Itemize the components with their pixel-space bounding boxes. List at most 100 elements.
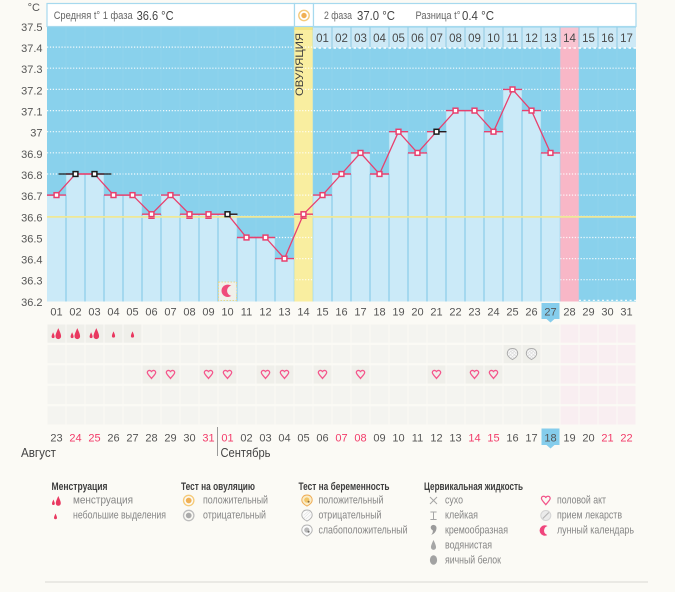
- svg-text:26: 26: [525, 307, 537, 319]
- svg-text:03: 03: [259, 433, 271, 445]
- svg-text:14: 14: [563, 33, 576, 45]
- svg-text:16: 16: [506, 433, 518, 445]
- svg-text:11: 11: [507, 33, 519, 45]
- svg-text:кремообразная: кремообразная: [445, 525, 508, 537]
- svg-text:17: 17: [354, 307, 366, 319]
- svg-text:04: 04: [107, 307, 119, 319]
- svg-text:10: 10: [487, 33, 500, 45]
- svg-text:12: 12: [430, 433, 442, 445]
- svg-text:13: 13: [544, 33, 557, 45]
- svg-text:25: 25: [506, 307, 518, 319]
- svg-text:36.9: 36.9: [21, 149, 42, 161]
- svg-text:23: 23: [50, 433, 62, 445]
- svg-text:2 фаза: 2 фаза: [324, 10, 353, 22]
- svg-text:36.4: 36.4: [21, 255, 42, 267]
- svg-text:06: 06: [145, 307, 157, 319]
- svg-text:02: 02: [335, 33, 348, 45]
- svg-text:сухо: сухо: [445, 495, 463, 507]
- svg-text:0.4 °C: 0.4 °C: [462, 8, 494, 23]
- svg-text:36.6: 36.6: [21, 212, 42, 224]
- svg-text:18: 18: [373, 307, 385, 319]
- svg-text:09: 09: [468, 33, 481, 45]
- svg-text:01: 01: [316, 33, 329, 45]
- svg-text:09: 09: [202, 307, 214, 319]
- svg-text:01: 01: [221, 433, 233, 445]
- svg-text:27: 27: [544, 307, 556, 319]
- svg-text:08: 08: [183, 307, 195, 319]
- svg-text:27: 27: [126, 433, 138, 445]
- svg-text:21: 21: [430, 307, 442, 319]
- svg-text:Тест на беременность: Тест на беременность: [299, 481, 390, 493]
- svg-text:28: 28: [563, 307, 575, 319]
- svg-text:36.3: 36.3: [21, 276, 42, 288]
- svg-text:25: 25: [88, 433, 100, 445]
- svg-text:26: 26: [107, 433, 119, 445]
- svg-text:19: 19: [392, 307, 404, 319]
- svg-text:05: 05: [126, 307, 138, 319]
- svg-text:Тест на овуляцию: Тест на овуляцию: [181, 481, 255, 493]
- svg-text:21: 21: [601, 433, 613, 445]
- svg-text:37.5: 37.5: [21, 22, 42, 34]
- svg-text:10: 10: [392, 433, 404, 445]
- svg-text:12: 12: [525, 33, 538, 45]
- svg-text:36.7: 36.7: [21, 191, 42, 203]
- svg-text:14: 14: [297, 307, 309, 319]
- svg-text:02: 02: [69, 307, 81, 319]
- svg-text:07: 07: [164, 307, 176, 319]
- svg-text:Сентябрь: Сентябрь: [221, 446, 271, 460]
- svg-text:06: 06: [411, 33, 424, 45]
- svg-text:24: 24: [487, 307, 499, 319]
- svg-text:15: 15: [316, 307, 328, 319]
- svg-text:23: 23: [468, 307, 480, 319]
- svg-text:Цервикальная жидкость: Цервикальная жидкость: [424, 481, 523, 493]
- svg-text:яичный белок: яичный белок: [445, 555, 501, 567]
- svg-text:37.3: 37.3: [21, 64, 42, 76]
- svg-text:11: 11: [412, 433, 423, 445]
- svg-text:07: 07: [430, 33, 443, 45]
- svg-text:08: 08: [354, 433, 366, 445]
- svg-text:Средняя t° 1 фаза: Средняя t° 1 фаза: [54, 10, 134, 22]
- svg-text:16: 16: [601, 33, 614, 45]
- svg-text:15: 15: [582, 33, 595, 45]
- svg-text:клейкая: клейкая: [445, 510, 478, 522]
- svg-text:менструация: менструация: [73, 495, 133, 507]
- svg-text:01: 01: [50, 307, 62, 319]
- svg-text:36.2: 36.2: [21, 297, 42, 309]
- svg-text:отрицательный: отрицательный: [319, 510, 382, 522]
- svg-text:16: 16: [335, 307, 347, 319]
- svg-text:слабоположительный: слабоположительный: [319, 525, 408, 537]
- svg-text:22: 22: [620, 433, 632, 445]
- svg-text:37.1: 37.1: [21, 107, 42, 119]
- svg-text:19: 19: [563, 433, 575, 445]
- svg-text:37: 37: [30, 128, 42, 140]
- svg-text:°C: °C: [28, 2, 40, 14]
- svg-text:22: 22: [449, 307, 461, 319]
- svg-text:37.4: 37.4: [21, 43, 42, 55]
- svg-text:24: 24: [69, 433, 81, 445]
- svg-text:08: 08: [449, 33, 462, 45]
- svg-text:10: 10: [221, 307, 233, 319]
- svg-text:36.5: 36.5: [21, 234, 42, 246]
- svg-text:36.6 °C: 36.6 °C: [137, 8, 174, 23]
- svg-text:37.0 °C: 37.0 °C: [357, 8, 395, 23]
- svg-text:36.8: 36.8: [21, 170, 42, 182]
- svg-text:лунный календарь: лунный календарь: [557, 525, 634, 537]
- svg-text:28: 28: [145, 433, 157, 445]
- svg-text:17: 17: [620, 33, 633, 45]
- svg-text:18: 18: [544, 433, 556, 445]
- svg-text:положительный: положительный: [203, 495, 268, 507]
- svg-text:Разница t°: Разница t°: [416, 10, 461, 22]
- svg-text:05: 05: [392, 33, 405, 45]
- svg-text:положительный: положительный: [319, 495, 384, 507]
- svg-text:09: 09: [373, 433, 385, 445]
- svg-text:водянистая: водянистая: [445, 540, 492, 552]
- svg-text:Менструация: Менструация: [52, 481, 108, 493]
- svg-text:07: 07: [335, 433, 347, 445]
- svg-text:отрицательный: отрицательный: [203, 510, 266, 522]
- svg-text:30: 30: [601, 307, 613, 319]
- svg-text:06: 06: [316, 433, 328, 445]
- svg-text:30: 30: [183, 433, 195, 445]
- svg-text:прием лекарств: прием лекарств: [557, 510, 622, 522]
- svg-text:Август: Август: [21, 446, 56, 460]
- svg-text:17: 17: [525, 433, 537, 445]
